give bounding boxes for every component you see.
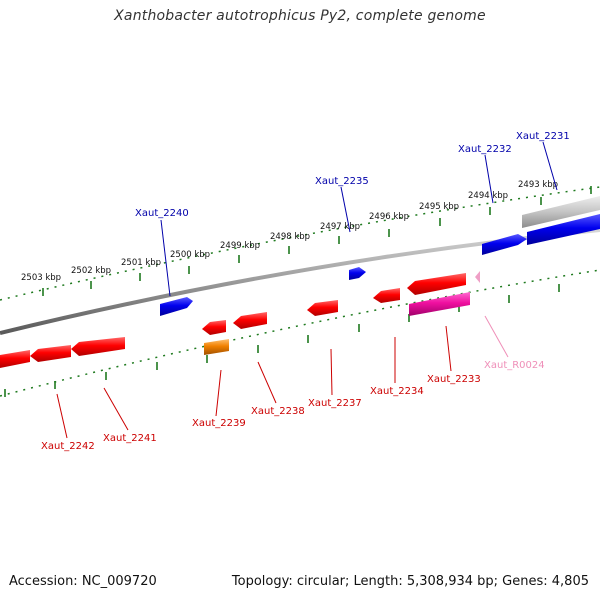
outer-ruler-ticks bbox=[42, 186, 592, 296]
ruler-label: 2497 kbp bbox=[320, 222, 360, 232]
gene-xaut-2239[interactable] bbox=[202, 320, 226, 335]
gene-xaut-2234[interactable] bbox=[373, 288, 400, 303]
gene-xaut-2231[interactable] bbox=[527, 214, 600, 245]
gene-label-xaut-2231[interactable]: Xaut_2231 bbox=[516, 131, 570, 142]
reverse-label-lines bbox=[56, 325, 452, 439]
ruler-labels: 2503 kbp 2502 kbp 2501 kbp 2500 kbp 2499… bbox=[21, 180, 558, 283]
gene-label-xaut-2235[interactable]: Xaut_2235 bbox=[315, 176, 369, 187]
gene-xaut-r0024[interactable] bbox=[475, 271, 480, 283]
forward-gene-labels: Xaut_2240 Xaut_2235 Xaut_2232 Xaut_2231 bbox=[135, 131, 570, 219]
accession-text: Accession: NC_009720 bbox=[9, 574, 157, 589]
gene-label-xaut-2237[interactable]: Xaut_2237 bbox=[308, 398, 362, 409]
forward-label-lines bbox=[160, 141, 558, 297]
gene-rna-xaut-2233[interactable] bbox=[409, 292, 470, 316]
gene-partial-left[interactable] bbox=[0, 350, 30, 368]
gene-label-xaut-2232[interactable]: Xaut_2232 bbox=[458, 144, 512, 155]
gene-label-xaut-2240[interactable]: Xaut_2240 bbox=[135, 208, 189, 219]
genome-summary-text: Topology: circular; Length: 5,308,934 bp… bbox=[231, 574, 589, 589]
gene-label-xaut-2239[interactable]: Xaut_2239 bbox=[192, 418, 246, 429]
rna-gene-labels: Xaut_R0024 bbox=[484, 360, 545, 371]
gene-label-xaut-2241[interactable]: Xaut_2241 bbox=[103, 433, 157, 444]
ruler-label: 2493 kbp bbox=[518, 180, 558, 190]
ruler-label: 2501 kbp bbox=[121, 258, 161, 268]
gene-label-xaut-2238[interactable]: Xaut_2238 bbox=[251, 406, 305, 417]
reverse-gene-labels: Xaut_2242 Xaut_2241 Xaut_2239 Xaut_2238 … bbox=[41, 374, 481, 452]
gene-label-xaut-2242[interactable]: Xaut_2242 bbox=[41, 441, 95, 452]
gene-xaut-2232[interactable] bbox=[482, 234, 527, 255]
gene-label-xaut-r0024[interactable]: Xaut_R0024 bbox=[484, 360, 545, 371]
ruler-label: 2496 kbp bbox=[369, 212, 409, 222]
inner-ruler bbox=[0, 269, 600, 397]
gene-xaut-2240[interactable] bbox=[160, 297, 193, 316]
gene-xaut-2237[interactable] bbox=[307, 300, 338, 316]
map-title: Xanthobacter autotrophicus Py2, complete… bbox=[114, 8, 486, 24]
reverse-strand-genes bbox=[0, 271, 480, 368]
ruler-label: 2499 kbp bbox=[220, 241, 260, 251]
forward-strand-genes bbox=[160, 196, 600, 316]
ruler-label: 2502 kbp bbox=[71, 266, 111, 276]
gene-pseudo-2239[interactable] bbox=[204, 339, 229, 355]
ruler-label: 2494 kbp bbox=[468, 191, 508, 201]
rna-label-line bbox=[484, 315, 509, 358]
gene-xaut-2241[interactable] bbox=[71, 337, 125, 356]
gene-xaut-2238[interactable] bbox=[233, 312, 267, 329]
ruler-label: 2495 kbp bbox=[419, 202, 459, 212]
gene-faded[interactable] bbox=[522, 196, 600, 228]
gene-xaut-2242[interactable] bbox=[30, 345, 71, 362]
gene-xaut-2235[interactable] bbox=[349, 267, 366, 280]
ruler-label: 2498 kbp bbox=[270, 232, 310, 242]
gene-label-xaut-2233[interactable]: Xaut_2233 bbox=[427, 374, 481, 385]
gene-label-xaut-2234[interactable]: Xaut_2234 bbox=[370, 386, 424, 397]
gene-xaut-2233[interactable] bbox=[407, 273, 466, 295]
ruler-label: 2500 kbp bbox=[170, 250, 210, 260]
ruler-label: 2503 kbp bbox=[21, 273, 61, 283]
